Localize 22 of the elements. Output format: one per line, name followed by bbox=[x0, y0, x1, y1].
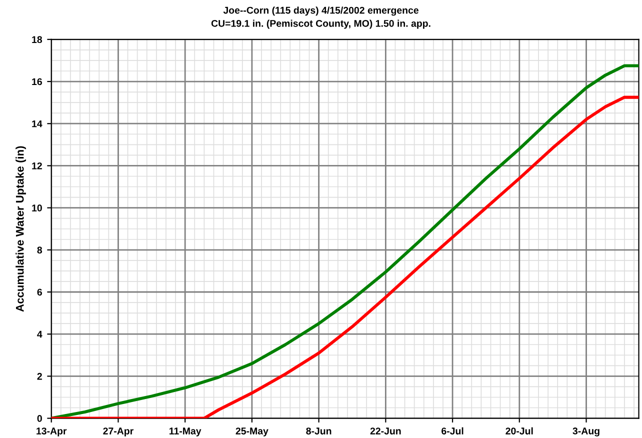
y-tick-label: 16 bbox=[32, 78, 42, 86]
x-tick-label: 11-May bbox=[169, 428, 202, 436]
y-tick-label: 6 bbox=[37, 288, 42, 296]
x-tick-label: 6-Jul bbox=[442, 427, 464, 434]
y-tick-label: 4 bbox=[37, 330, 42, 338]
x-tick-label: 3-Aug bbox=[572, 428, 600, 436]
x-tick-label: 20-Jul bbox=[506, 427, 533, 434]
y-axis-title: Accumulative Water Uptake (in) bbox=[16, 146, 26, 312]
x-tick-label: 25-May bbox=[236, 428, 268, 436]
y-tick-label: 18 bbox=[32, 36, 42, 44]
y-tick-label: 8 bbox=[37, 246, 42, 254]
x-tick-label: 27-Apr bbox=[103, 428, 134, 436]
x-tick-label: 22-Jun bbox=[370, 428, 401, 434]
y-tick-label: 14 bbox=[32, 120, 42, 128]
y-tick-label: 10 bbox=[32, 204, 42, 212]
y-tick-label: 12 bbox=[32, 162, 42, 170]
y-tick-label: 0 bbox=[37, 415, 42, 422]
x-tick-label: 13-Apr bbox=[36, 428, 67, 436]
y-tick-label: 2 bbox=[37, 372, 42, 380]
chart-subtitle: CU=19.1 in. (Pemiscot County, MO) 1.50 in. app. bbox=[211, 20, 430, 29]
chart-title: Joe--Corn (115 days) 4/15/2002 emergence bbox=[223, 6, 418, 16]
x-tick-label: 8-Jun bbox=[306, 428, 332, 434]
